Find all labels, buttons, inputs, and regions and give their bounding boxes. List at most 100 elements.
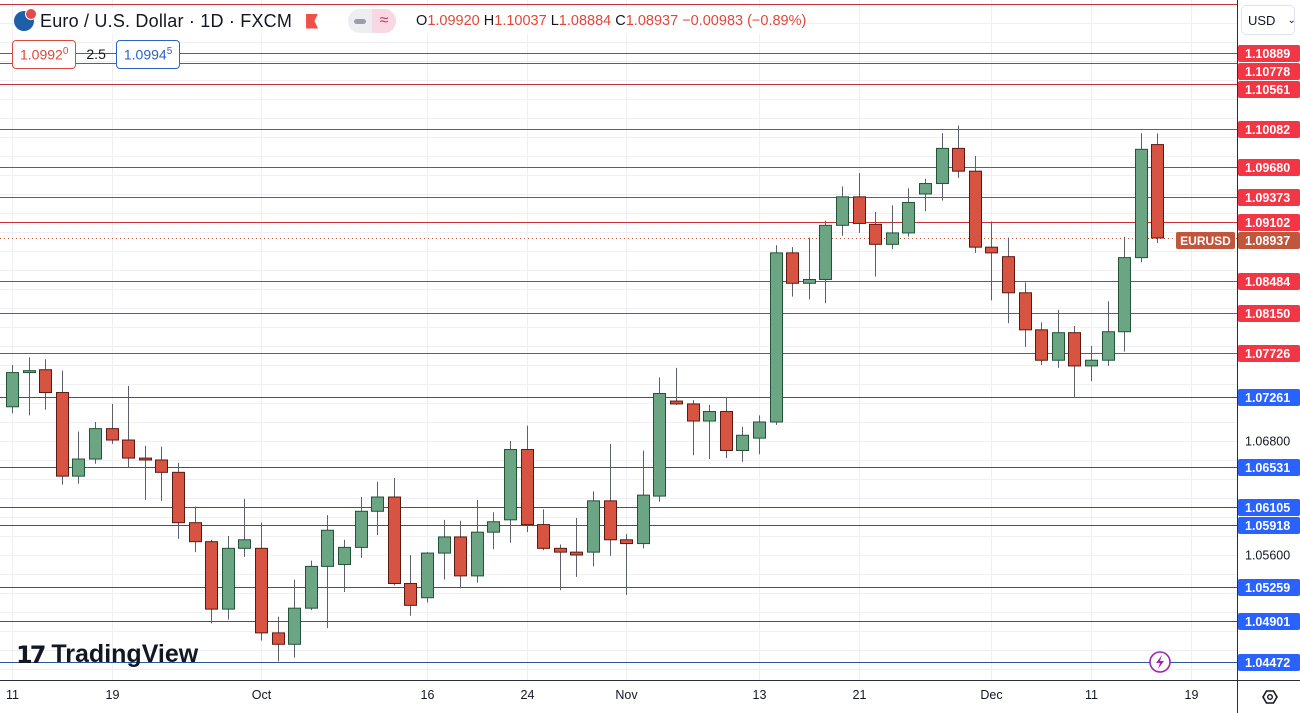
candle-body (238, 539, 251, 549)
symbol-title[interactable]: Euro / U.S. Dollar · 1D · FXCM (40, 10, 293, 31)
candle-up[interactable] (587, 491, 600, 567)
candle-down[interactable] (985, 221, 998, 301)
candle-up[interactable] (1135, 133, 1148, 263)
candle-down[interactable] (454, 520, 467, 589)
candle-up[interactable] (288, 579, 301, 658)
candle-up[interactable] (803, 237, 816, 300)
candle-down[interactable] (537, 509, 550, 551)
currency-select[interactable]: USD ⌄ (1241, 5, 1296, 35)
time-axis[interactable] (0, 681, 1237, 713)
candle-down[interactable] (952, 125, 965, 178)
candle-up[interactable] (819, 220, 832, 304)
tradingview-logo-icon: 17 (16, 640, 46, 669)
time-tick-label: 11 (6, 688, 19, 702)
candle-down[interactable] (1068, 326, 1081, 398)
candle-down[interactable] (969, 155, 982, 253)
candle-body (1019, 292, 1032, 331)
resistance-level-label: 1.07726 (1245, 347, 1290, 361)
candle-up[interactable] (305, 560, 318, 611)
candle-down[interactable] (404, 554, 417, 616)
buy-button[interactable]: 1.09945 (115, 40, 181, 69)
chart-legend: Euro / U.S. Dollar · 1D · FXCM ≈ O1.0992… (14, 8, 807, 34)
candle-down[interactable] (853, 173, 866, 233)
tradingview-logo[interactable]: 17 TradingView (16, 640, 198, 669)
candle-up[interactable] (770, 245, 783, 425)
price-tick-label: 1.06800 (1245, 434, 1290, 448)
support-level-label: 1.06105 (1245, 501, 1290, 515)
candle-up[interactable] (1118, 236, 1131, 352)
candle-down[interactable] (620, 534, 633, 595)
candle-down[interactable] (554, 544, 567, 591)
last-price-label: 1.08937 (1245, 234, 1290, 248)
candle-down[interactable] (1035, 322, 1048, 365)
time-tick-label: 24 (521, 688, 535, 702)
alert-button[interactable] (1149, 651, 1171, 673)
candle-up[interactable] (487, 512, 500, 550)
candle-down[interactable] (205, 539, 218, 624)
candle-down[interactable] (604, 443, 617, 556)
candle-down[interactable] (521, 425, 534, 533)
candle-up[interactable] (886, 205, 899, 250)
candle-down[interactable] (1151, 133, 1164, 243)
candle-down[interactable] (388, 478, 401, 586)
candle-up[interactable] (936, 133, 949, 201)
candle-down[interactable] (139, 445, 152, 500)
candle-up[interactable] (653, 377, 666, 502)
sell-button[interactable]: 1.09920 (12, 40, 77, 69)
candle-down[interactable] (1002, 237, 1015, 324)
candle-down[interactable] (1019, 282, 1032, 347)
candle-up[interactable] (1052, 309, 1065, 368)
candle-down[interactable] (122, 385, 135, 468)
support-level-label-bg (1238, 654, 1300, 671)
candle-down[interactable] (869, 212, 882, 277)
candle-up[interactable] (421, 552, 434, 603)
approx-icon: ≈ (372, 9, 397, 33)
candle-up[interactable] (338, 539, 351, 593)
candle-up[interactable] (238, 498, 251, 557)
candle-down[interactable] (56, 370, 69, 485)
candle-down[interactable] (272, 616, 285, 662)
candle-up[interactable] (1102, 301, 1115, 366)
candle-body (554, 547, 567, 553)
candle-body (255, 547, 268, 634)
candle-up[interactable] (753, 415, 766, 455)
gear-icon[interactable] (1262, 690, 1278, 704)
candle-down[interactable] (39, 359, 52, 410)
candle-down[interactable] (189, 506, 202, 553)
candle-body (886, 232, 899, 245)
candle-down[interactable] (570, 517, 583, 577)
candle-down[interactable] (172, 462, 185, 539)
candle-up[interactable] (919, 178, 932, 212)
candle-up[interactable] (703, 404, 716, 460)
candle-up[interactable] (89, 421, 102, 464)
candle-up[interactable] (471, 499, 484, 583)
candle-up[interactable] (1085, 345, 1098, 382)
candle-up[interactable] (222, 535, 235, 620)
candle-down[interactable] (255, 522, 268, 641)
candle-body (770, 252, 783, 423)
candle-up[interactable] (371, 481, 384, 536)
flag-icon[interactable] (306, 13, 319, 29)
candle-up[interactable] (438, 519, 451, 580)
candle-down[interactable] (155, 446, 168, 501)
candle-up[interactable] (6, 364, 19, 414)
candle-up[interactable] (836, 186, 849, 236)
candle-up[interactable] (504, 440, 517, 543)
candle-up[interactable] (736, 426, 749, 462)
market-status-toggle[interactable]: ≈ (348, 9, 397, 33)
candle-up[interactable] (637, 450, 650, 549)
candle-down[interactable] (720, 397, 733, 459)
candle-down[interactable] (687, 400, 700, 456)
candle-down[interactable] (786, 247, 799, 297)
candle-down[interactable] (670, 367, 683, 405)
candle-up[interactable] (355, 497, 368, 558)
resistance-level-label-bg (1238, 214, 1300, 231)
candle-up[interactable] (72, 431, 85, 484)
candle-up[interactable] (321, 515, 334, 629)
settings-button[interactable] (1262, 690, 1278, 704)
candle-up[interactable] (902, 188, 915, 237)
candle-down[interactable] (106, 403, 119, 444)
candle-up[interactable] (23, 357, 36, 416)
candle-body (305, 565, 318, 609)
